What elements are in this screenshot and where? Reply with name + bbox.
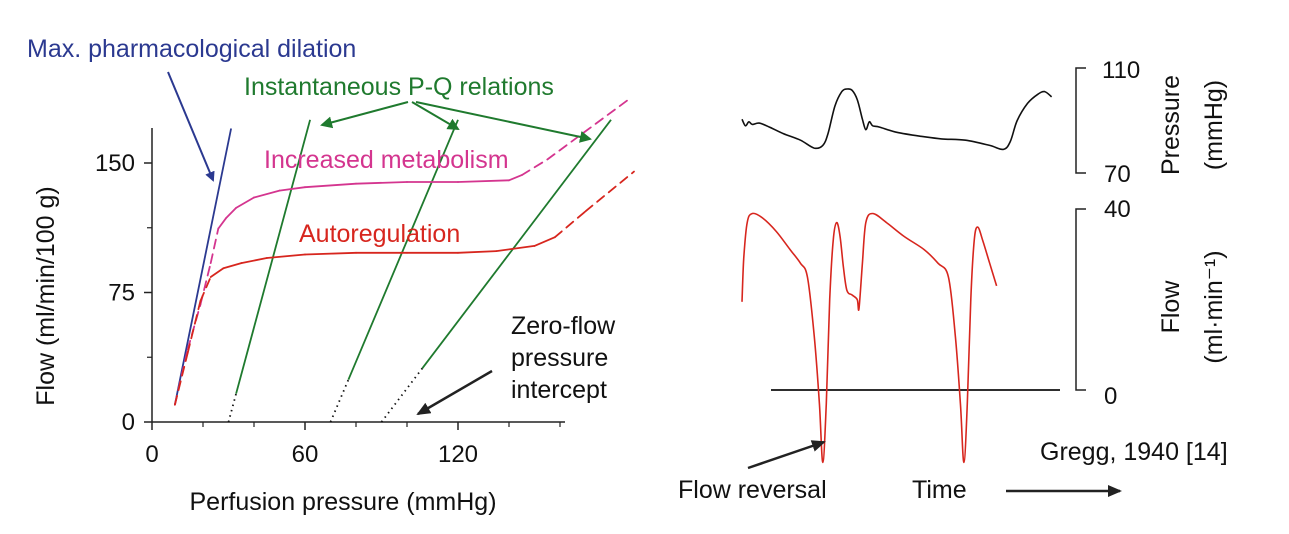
series-metabolism-segment (225, 207, 237, 220)
series-metabolism-segment (186, 303, 202, 351)
y-tick-label: 150 (95, 150, 135, 177)
series-autoregulation-segment (554, 210, 587, 239)
series-metabolism-segment (520, 158, 549, 176)
instantaneous-line-3 (421, 119, 612, 369)
flow-tick-label: 0 (1104, 383, 1117, 410)
series-autoregulation-segment (209, 267, 225, 278)
series-autoregulation-segment (199, 276, 212, 302)
y-axis-label: Flow (ml/min/100 g) (32, 186, 60, 406)
metabolism-label: Increased metabolism (264, 146, 509, 174)
max-dilation-arrow (167, 71, 215, 182)
series-metabolism-segment (278, 186, 306, 192)
flow-trace (741, 212, 998, 464)
y-tick-label: 75 (108, 280, 135, 307)
series-autoregulation-segment (174, 352, 189, 406)
series-max-dilation (174, 128, 232, 405)
series-autoregulation-segment (457, 250, 498, 254)
zero-flow-arrow (416, 369, 493, 416)
series-metabolism-segment (253, 189, 281, 199)
flow-reversal-arrow (747, 440, 826, 470)
pressure-flow-trace: 110 70 40 0 Pressure (mmHg) Flow (ml·min⁻¹)… (678, 57, 1228, 504)
series-autoregulation-segment (495, 245, 536, 252)
series-autoregulation-segment (533, 236, 556, 247)
instantaneous-label: Instantaneous P-Q relations (244, 73, 554, 101)
series-metabolism-segment (508, 174, 523, 182)
series-autoregulation-segment (304, 251, 357, 256)
zero-flow-label-1: Zero-flow (511, 312, 616, 340)
series-autoregulation-segment (265, 253, 306, 259)
instantaneous-line-dotted-1 (227, 393, 237, 423)
flow-reversal-label: Flow reversal (678, 476, 827, 504)
right-traces (741, 88, 1060, 464)
series-metabolism-segment (209, 227, 220, 264)
pressure-trace (741, 88, 1053, 151)
instantaneous-arrow-3 (415, 101, 592, 143)
zero-flow-label-3: intercept (511, 376, 607, 404)
series-metabolism-segment (217, 217, 227, 230)
left-series (174, 96, 635, 423)
flow-tick-label: 40 (1104, 196, 1131, 223)
left-axes (151, 128, 565, 423)
flow-axis-label-2: (ml·min⁻¹) (1200, 250, 1228, 363)
series-autoregulation-segment (222, 262, 243, 270)
flow-axis-label-1: Flow (1157, 280, 1185, 334)
pressure-tick-label: 70 (1104, 161, 1131, 188)
pressure-tick-label: 110 (1102, 57, 1140, 84)
autoregulation-label: Autoregulation (299, 220, 460, 248)
pressure-flow-chart: 0 60 120 0 75 150 Flow (ml/min/100 g) Perfusi… (27, 35, 635, 516)
instantaneous-line-dotted-3 (380, 367, 424, 423)
series-metabolism-segment (235, 196, 255, 209)
zero-flow-label-2: pressure (511, 344, 608, 372)
series-metabolism-segment (457, 179, 510, 183)
x-tick-label: 0 (145, 441, 158, 468)
pressure-scale-bracket (1075, 67, 1086, 174)
y-tick-label: 0 (122, 409, 135, 436)
series-metabolism-segment (546, 96, 633, 161)
citation: Gregg, 1940 [14] (1040, 438, 1228, 466)
x-tick-label: 60 (292, 441, 319, 468)
instantaneous-arrow-1 (320, 101, 409, 129)
pressure-axis-label-2: (mmHg) (1200, 80, 1228, 170)
series-autoregulation-segment (584, 170, 635, 213)
series-metabolism-segment (304, 182, 357, 189)
series-autoregulation-segment (186, 300, 202, 354)
flow-scale-bracket (1075, 208, 1086, 391)
left-ticks: 0 60 120 0 75 150 (95, 150, 561, 468)
instantaneous-line-2 (347, 119, 459, 381)
right-axes: 110 70 40 0 (1075, 57, 1140, 410)
pressure-axis-label-1: Pressure (1157, 75, 1185, 175)
x-axis-label: Perfusion pressure (mmHg) (189, 488, 496, 516)
instantaneous-line-dotted-2 (329, 379, 350, 423)
series-metabolism-segment (355, 181, 408, 185)
x-tick-label: 120 (438, 441, 478, 468)
series-autoregulation-segment (240, 257, 268, 264)
time-label: Time (912, 476, 967, 504)
instantaneous-arrow-2 (411, 101, 460, 131)
max-dilation-label: Max. pharmacological dilation (27, 35, 356, 63)
